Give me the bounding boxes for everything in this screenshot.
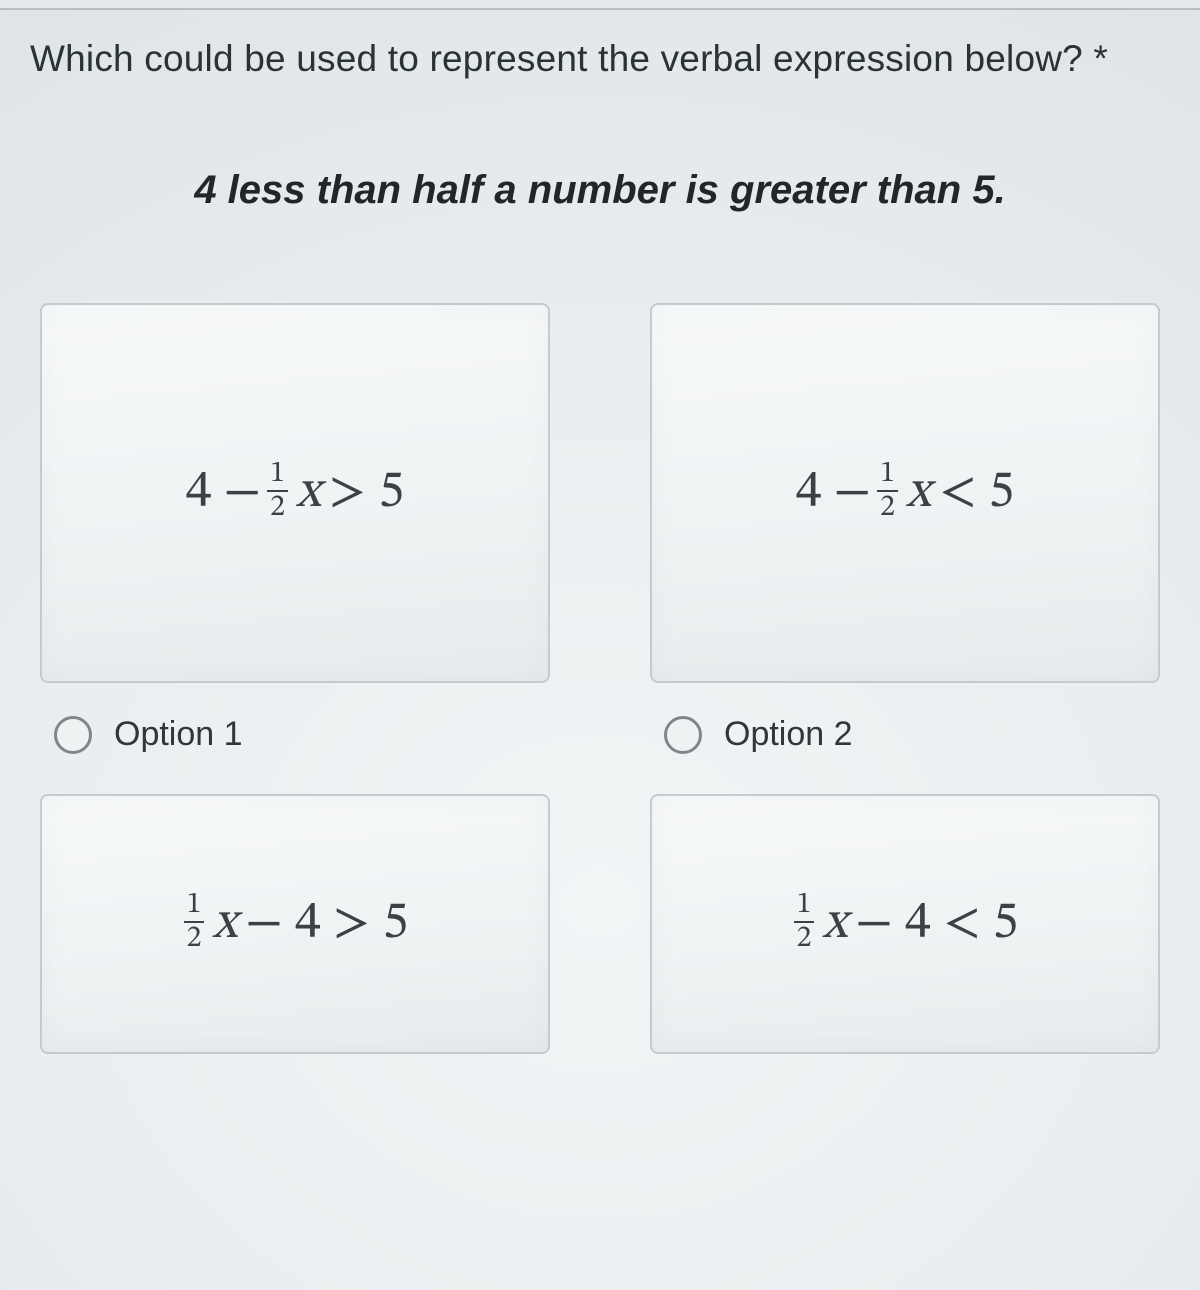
fraction-numerator: 1 bbox=[794, 890, 815, 921]
option-4-expression: 1 2 x − 4 < 5 bbox=[792, 892, 1019, 957]
verbal-expression: 4 less than half a number is greater tha… bbox=[30, 168, 1170, 213]
option-1-block: 4 − 1 2 x > 5 Option 1 bbox=[40, 303, 550, 794]
option-1-label: Option 1 bbox=[114, 715, 243, 754]
fraction-one-half: 1 2 bbox=[877, 459, 898, 523]
fraction-denominator: 2 bbox=[184, 921, 205, 954]
variable-x: x bbox=[296, 461, 321, 526]
options-grid: 4 − 1 2 x > 5 Option 1 4 − bbox=[30, 303, 1170, 1054]
option-2-selector[interactable]: Option 2 bbox=[664, 715, 1160, 754]
fraction-numerator: 1 bbox=[267, 459, 288, 490]
fraction-one-half: 1 2 bbox=[794, 890, 815, 954]
fraction-one-half: 1 2 bbox=[184, 890, 205, 954]
expr-tail: > 5 bbox=[329, 461, 404, 526]
option-4-block: 1 2 x − 4 < 5 bbox=[650, 794, 1160, 1054]
fraction-denominator: 2 bbox=[877, 490, 898, 523]
required-asterisk: * bbox=[1093, 38, 1108, 79]
fraction-numerator: 1 bbox=[184, 890, 205, 921]
fraction-denominator: 2 bbox=[267, 490, 288, 523]
fraction-denominator: 2 bbox=[794, 921, 815, 954]
option-1-selector[interactable]: Option 1 bbox=[54, 715, 550, 754]
option-2-expression: 4 − 1 2 x < 5 bbox=[796, 461, 1015, 526]
question-text: Which could be used to represent the ver… bbox=[30, 38, 1170, 80]
expr-tail: − 4 > 5 bbox=[245, 892, 408, 957]
option-4-card: 1 2 x − 4 < 5 bbox=[650, 794, 1160, 1054]
expr-lead: 4 − bbox=[186, 461, 261, 526]
option-2-block: 4 − 1 2 x < 5 Option 2 bbox=[650, 303, 1160, 794]
variable-x: x bbox=[906, 461, 931, 526]
variable-x: x bbox=[212, 892, 237, 957]
expr-tail: < 5 bbox=[939, 461, 1014, 526]
expr-lead: 4 − bbox=[796, 461, 871, 526]
radio-unchecked-icon bbox=[664, 716, 702, 754]
expr-tail: − 4 < 5 bbox=[855, 892, 1018, 957]
radio-unchecked-icon bbox=[54, 716, 92, 754]
option-3-block: 1 2 x − 4 > 5 bbox=[40, 794, 550, 1054]
cropped-top-edge bbox=[0, 0, 1200, 10]
option-1-card: 4 − 1 2 x > 5 bbox=[40, 303, 550, 683]
option-2-card: 4 − 1 2 x < 5 bbox=[650, 303, 1160, 683]
option-2-label: Option 2 bbox=[724, 715, 853, 754]
fraction-numerator: 1 bbox=[877, 459, 898, 490]
option-3-card: 1 2 x − 4 > 5 bbox=[40, 794, 550, 1054]
fraction-one-half: 1 2 bbox=[267, 459, 288, 523]
variable-x: x bbox=[822, 892, 847, 957]
option-3-expression: 1 2 x − 4 > 5 bbox=[182, 892, 409, 957]
question-label: Which could be used to represent the ver… bbox=[30, 38, 1083, 79]
option-1-expression: 4 − 1 2 x > 5 bbox=[186, 461, 405, 526]
